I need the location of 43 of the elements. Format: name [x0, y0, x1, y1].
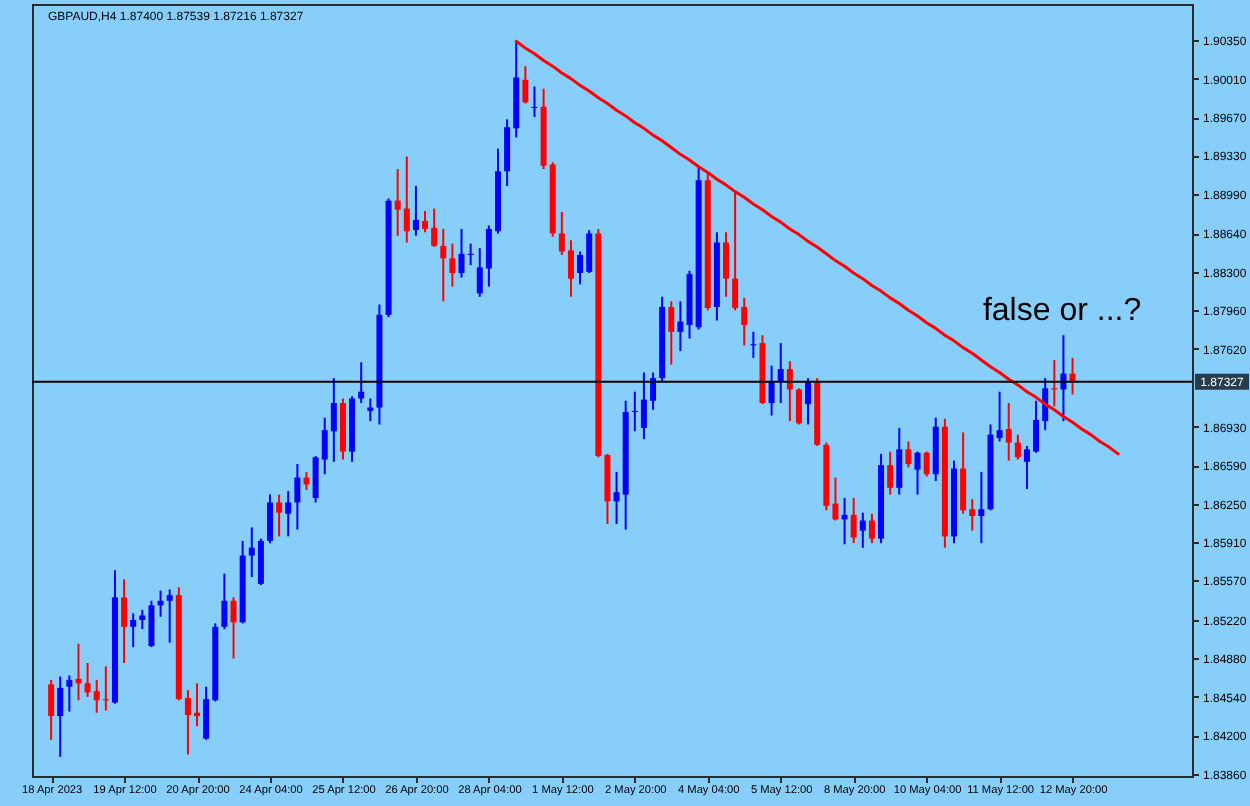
candlestick — [166, 588, 173, 644]
candlestick — [932, 416, 939, 482]
candlestick — [567, 239, 574, 298]
candlestick — [1005, 402, 1012, 462]
candlestick — [412, 184, 419, 237]
candlestick — [449, 242, 456, 288]
candlestick — [677, 300, 684, 352]
candlestick — [768, 364, 775, 417]
annotation: false or ...? — [982, 293, 1142, 328]
candlestick — [66, 674, 73, 713]
candlestick — [367, 397, 374, 423]
candlestick — [522, 65, 529, 105]
candlestick — [221, 572, 228, 631]
candlestick — [1014, 433, 1021, 461]
candlestick — [130, 612, 137, 649]
candlestick — [795, 387, 802, 426]
candlestick — [923, 450, 930, 478]
candlestick — [294, 463, 301, 531]
candlestick — [330, 377, 337, 463]
candlestick — [285, 490, 292, 538]
candlestick — [403, 155, 410, 244]
candlestick — [257, 537, 264, 586]
candlestick — [440, 227, 447, 303]
candlestick — [978, 470, 985, 545]
candlestick — [230, 596, 237, 660]
candlestick — [868, 512, 875, 545]
candlestick — [276, 493, 283, 538]
candlestick — [960, 431, 967, 515]
candlestick — [723, 231, 729, 298]
candlestick — [859, 511, 866, 549]
candlestick — [996, 390, 1003, 443]
candlestick — [805, 377, 812, 426]
candlestick — [896, 426, 903, 496]
candlestick — [267, 493, 273, 545]
candlestick — [850, 496, 857, 545]
candlestick — [57, 675, 64, 758]
candlestick — [905, 440, 912, 469]
candlestick — [914, 450, 921, 496]
candlestick — [121, 578, 128, 664]
candlestick — [48, 678, 55, 741]
candlestick — [887, 450, 894, 496]
candlestick — [777, 342, 784, 404]
candlestick — [668, 300, 675, 366]
